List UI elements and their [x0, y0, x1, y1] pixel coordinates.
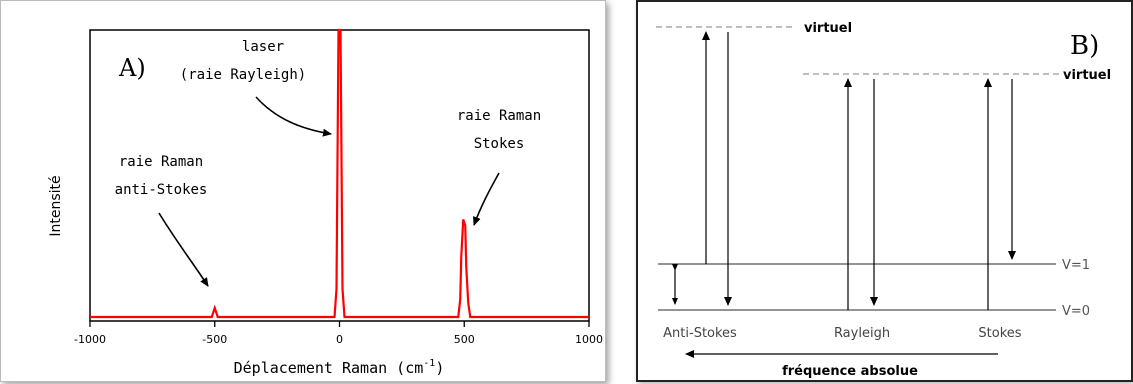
x-tick-label: 0	[336, 333, 343, 346]
virtual-label-top: virtuel	[804, 21, 852, 36]
x-tick-label: 1000	[575, 333, 603, 346]
col-antistokes-label: Anti-Stokes	[663, 326, 737, 341]
energy-level-diagram: B) virtuel virtuel V=1 V=0 Anti-Stokes R…	[656, 21, 1111, 379]
energy-level-panel: B) virtuel virtuel V=1 V=0 Anti-Stokes R…	[636, 0, 1133, 382]
col-stokes-label: Stokes	[978, 326, 1021, 341]
laser-annotation-line1: laser	[242, 39, 284, 55]
raman-spectrum-chart: -1000 -500 0 500 1000 A) laser (raie Rayleig…	[48, 28, 603, 377]
laser-arrow	[255, 96, 332, 137]
stokes-annotation-line1: raie Raman	[457, 108, 541, 124]
panel-a-label: A)	[118, 54, 146, 82]
level-v1-label: V=1	[1062, 258, 1090, 273]
panel-b-label: B)	[1070, 31, 1099, 61]
stokes-arrow	[473, 172, 500, 226]
x-tick-label: -1000	[74, 333, 106, 346]
antistokes-annotation-line2: anti-Stokes	[115, 182, 208, 198]
y-axis-label: Intensité	[48, 175, 64, 236]
x-tick-label: -500	[202, 333, 227, 346]
virtual-label-right: virtuel	[1063, 68, 1111, 83]
frequency-axis-caption: fréquence absolue	[782, 364, 918, 379]
level-v0-label: V=0	[1062, 304, 1090, 319]
spectrum-line	[90, 28, 589, 319]
antistokes-annotation-line1: raie Raman	[119, 154, 203, 170]
antistokes-arrow	[158, 212, 209, 287]
plot-frame	[89, 29, 590, 322]
col-rayleigh-label: Rayleigh	[834, 326, 890, 341]
raman-spectrum-panel: -1000 -500 0 500 1000 A) laser (raie Rayleig…	[0, 0, 606, 382]
stokes-annotation-line2: Stokes	[474, 136, 525, 152]
x-axis-label: Déplacement Raman (cm-1)	[234, 358, 445, 377]
laser-annotation-line2: (raie Rayleigh)	[180, 67, 306, 83]
x-tick-label: 500	[454, 333, 475, 346]
